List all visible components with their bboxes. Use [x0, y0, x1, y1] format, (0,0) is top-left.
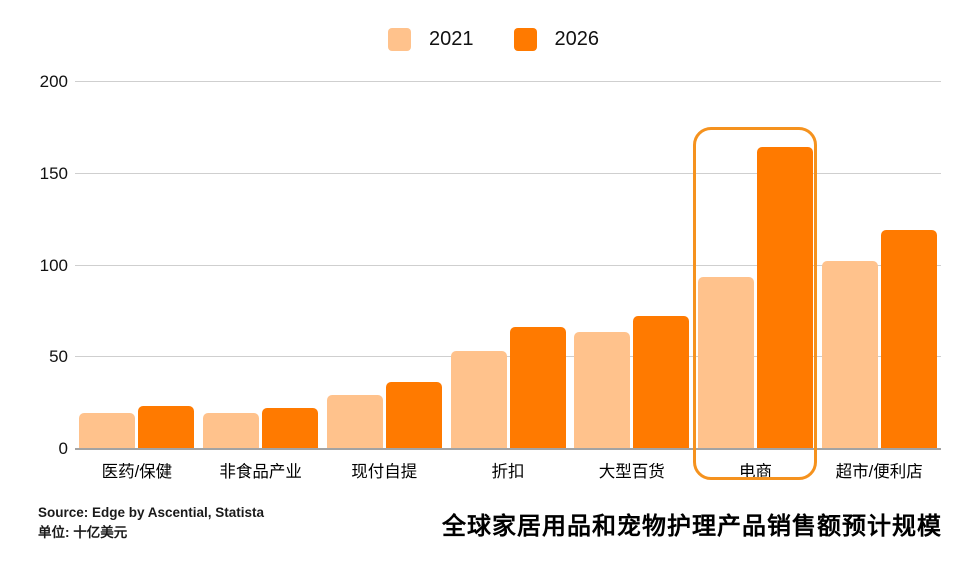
grid-line-150 — [75, 172, 941, 174]
source-line: Source: Edge by Ascential, Statista — [38, 505, 265, 520]
legend-swatch-2026 — [513, 28, 537, 51]
bar-group-3 — [322, 81, 446, 448]
legend-label-2026: 2026 — [554, 28, 600, 50]
grid-line-50 — [75, 356, 941, 358]
bar-2026-医药/保健 — [138, 405, 195, 448]
bar-group-7 — [817, 81, 941, 448]
grid-line-100 — [75, 264, 941, 266]
y-tick-label-100: 100 — [39, 255, 68, 275]
bar-group-2 — [199, 81, 323, 448]
chart-legend: 2021 2026 — [388, 28, 599, 51]
bar-group-4 — [446, 81, 570, 448]
bar-2026-大型百货 — [633, 315, 690, 448]
y-tick-label-200: 200 — [39, 72, 68, 91]
source-note: Source: Edge by Ascential, Statista 单位: … — [38, 503, 264, 543]
legend-label-2021: 2021 — [429, 28, 474, 50]
category-labels: 医药/保健 非食品产业 现付自提 折扣 大型百货 电商 超市/便利店 — [75, 458, 941, 482]
y-tick-label-50: 50 — [49, 347, 68, 367]
unit-line: 单位: 十亿美元 — [38, 525, 128, 540]
legend-item-2026: 2026 — [513, 28, 600, 51]
bar-2021-医药/保健 — [79, 413, 136, 448]
chart-title: 全球家居用品和宠物护理产品销售额预计规模 — [442, 513, 942, 540]
y-tick-label-0: 0 — [58, 439, 68, 458]
legend-swatch-2021 — [388, 28, 411, 51]
bar-2021-电商 — [697, 277, 754, 448]
category-label-医药/保健: 医药/保健 — [101, 463, 173, 481]
bar-2026-超市/便利店 — [880, 229, 937, 448]
grid-line-200 — [75, 81, 941, 82]
x-axis-line — [75, 448, 941, 450]
bar-2026-现付自提 — [385, 381, 442, 448]
bar-groups — [75, 81, 941, 448]
bar-2026-非食品产业 — [262, 407, 319, 448]
category-label-超市/便利店: 超市/便利店 — [835, 463, 923, 481]
category-label-电商: 电商 — [738, 463, 772, 481]
category-label-大型百货: 大型百货 — [598, 463, 665, 481]
bar-2021-非食品产业 — [203, 413, 260, 448]
bar-2021-折扣 — [450, 350, 507, 448]
category-label-折扣: 折扣 — [491, 463, 525, 481]
bar-2026-折扣 — [509, 326, 566, 448]
bar-2021-现付自提 — [326, 394, 383, 448]
highlight-box-电商 — [693, 127, 818, 480]
category-label-非食品产业: 非食品产业 — [219, 463, 302, 481]
bar-group-1 — [75, 81, 199, 448]
y-tick-label-150: 150 — [39, 163, 68, 183]
legend-item-2021: 2021 — [388, 28, 474, 51]
bar-2026-电商 — [756, 147, 813, 448]
bar-2021-超市/便利店 — [821, 260, 878, 448]
bar-group-5 — [570, 81, 694, 448]
bar-group-6 — [694, 81, 818, 448]
bar-2021-大型百货 — [574, 332, 631, 448]
category-label-现付自提: 现付自提 — [351, 463, 418, 481]
